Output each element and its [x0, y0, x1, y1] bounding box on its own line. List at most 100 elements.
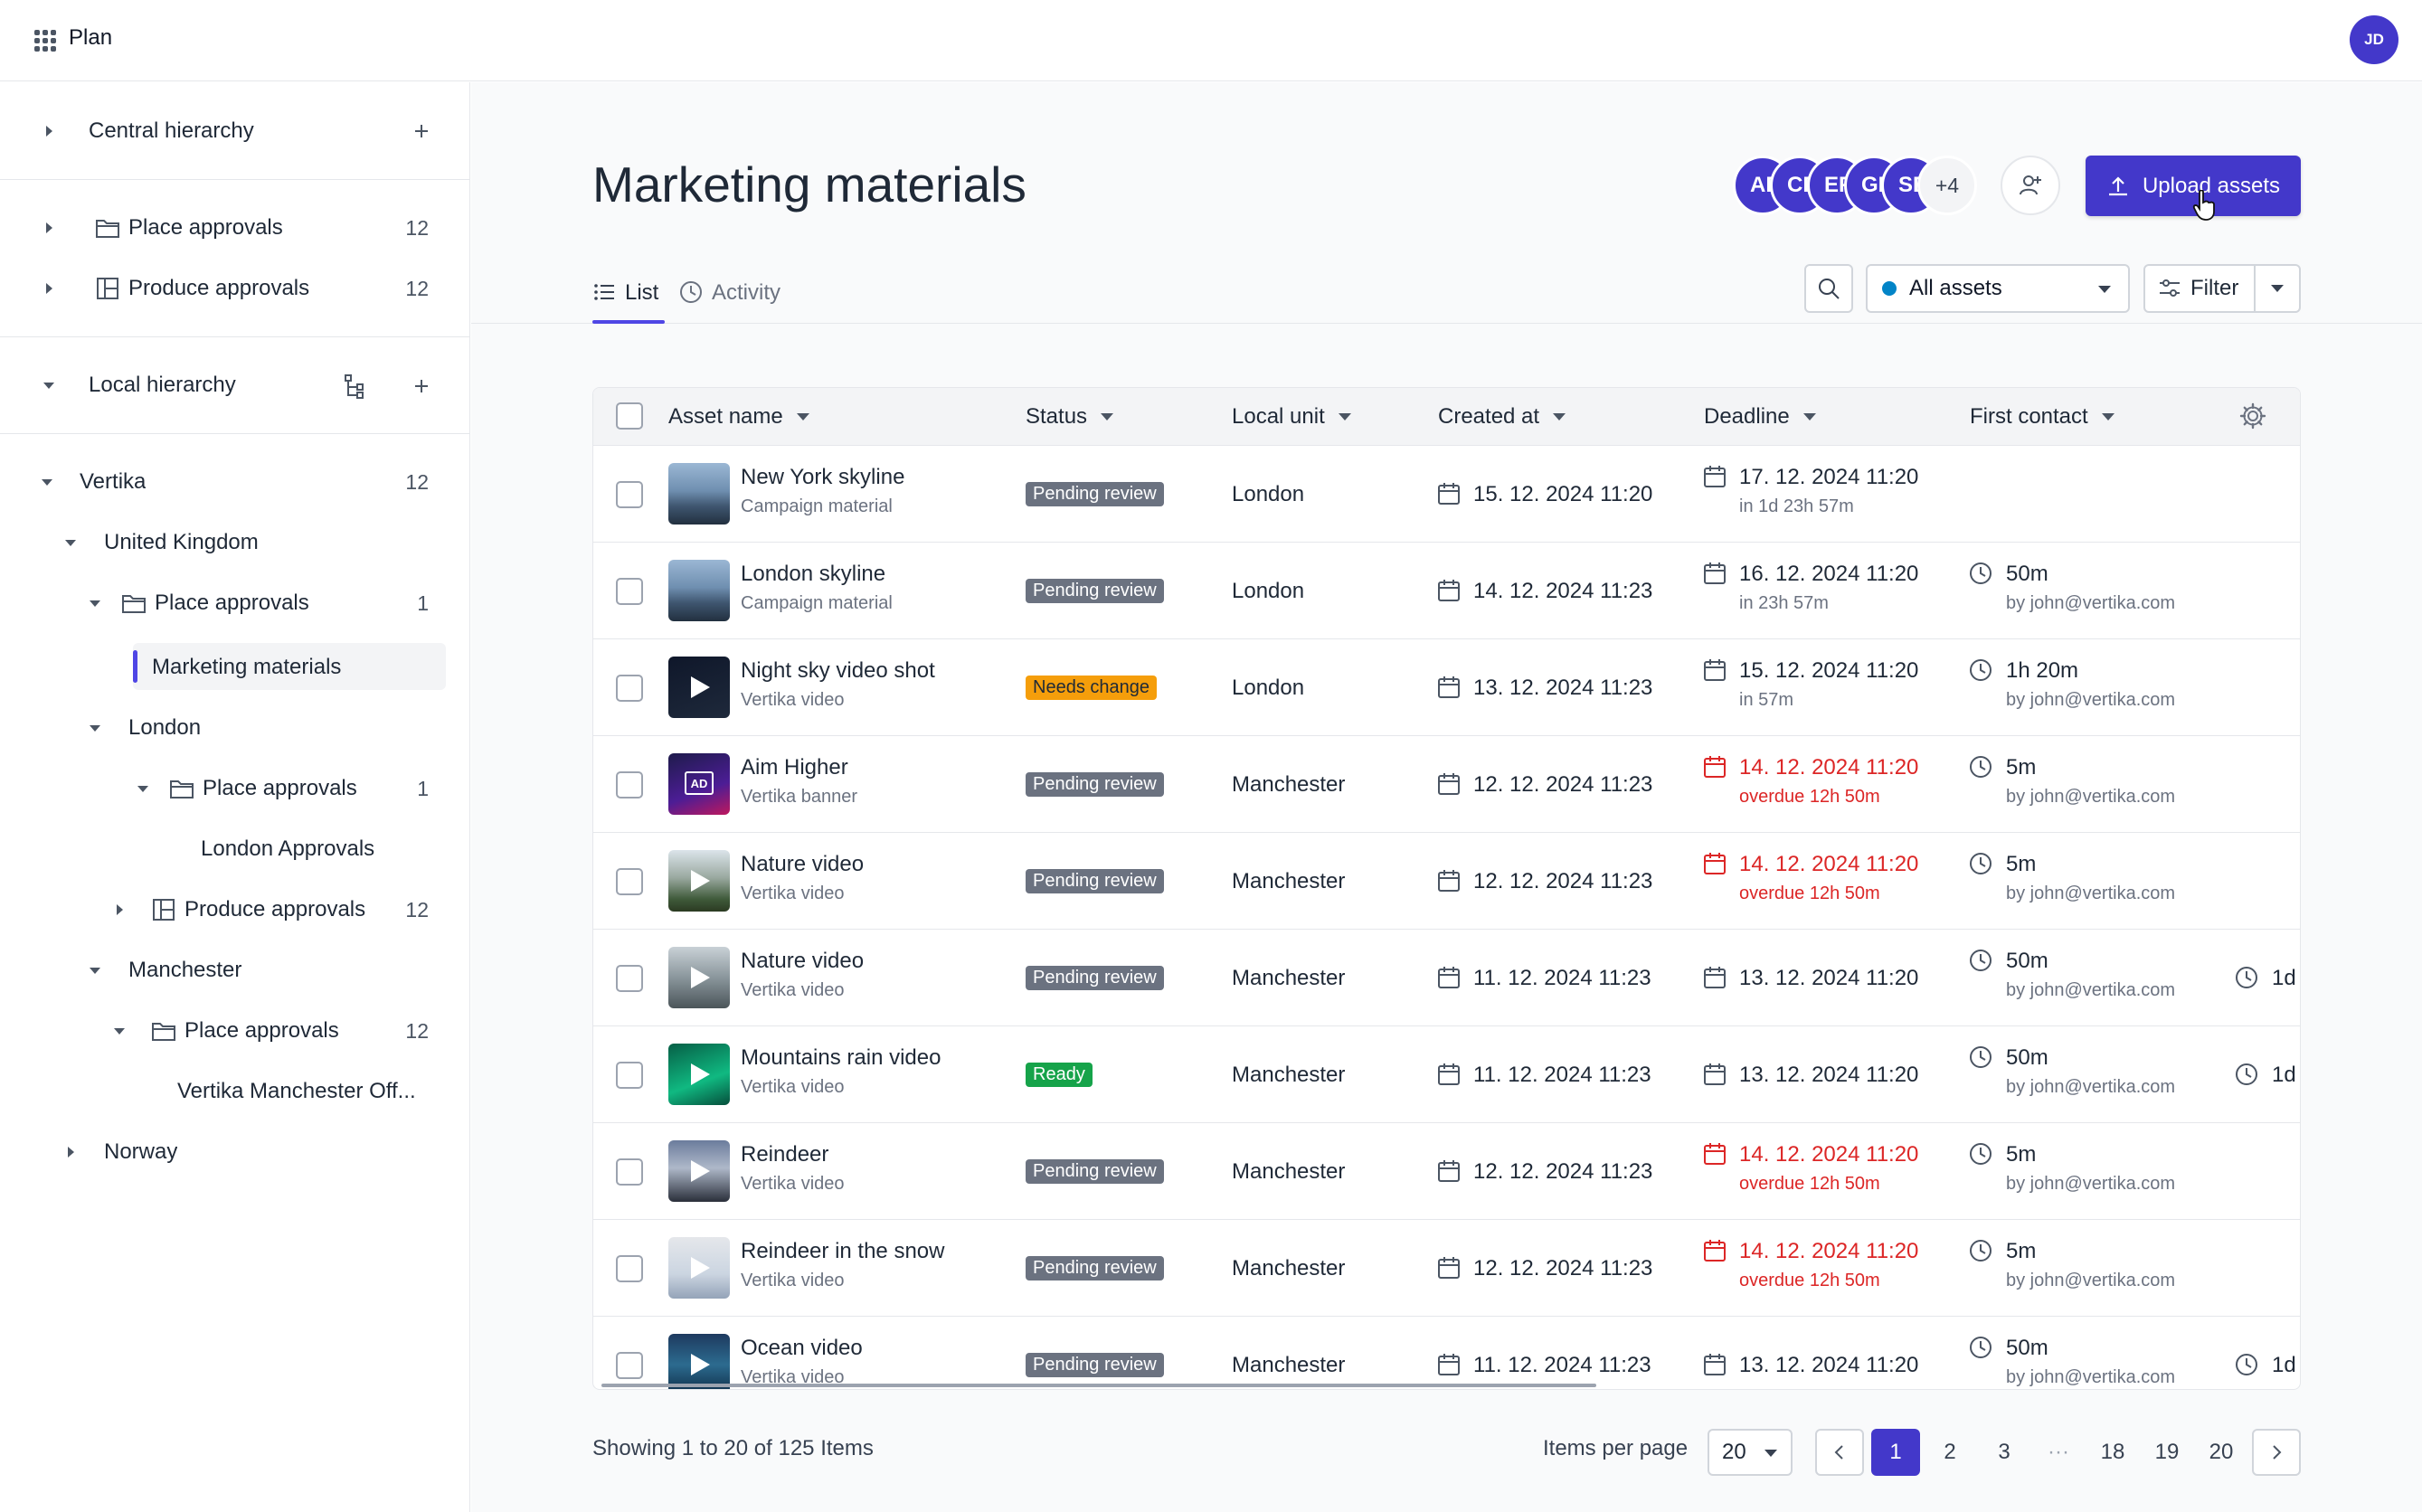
tree-item-place-approvals-uk[interactable]: Place approvals 1: [86, 578, 429, 628]
caret-down-icon[interactable]: [40, 376, 58, 394]
tree-item-london-approvals[interactable]: London Approvals: [201, 824, 429, 874]
asset-thumbnail[interactable]: [668, 463, 730, 524]
asset-name[interactable]: London skyline: [741, 562, 886, 586]
asset-thumbnail[interactable]: [668, 1237, 730, 1299]
column-header-created-at[interactable]: Created at: [1438, 388, 1566, 445]
central-hierarchy-header[interactable]: Central hierarchy: [40, 106, 429, 156]
search-button[interactable]: [1804, 264, 1853, 313]
asset-thumbnail[interactable]: [668, 1044, 730, 1105]
row-checkbox[interactable]: [616, 1352, 643, 1379]
caret-down-icon[interactable]: [86, 961, 104, 979]
caret-down-icon[interactable]: [38, 473, 56, 491]
table-row[interactable]: London skyline Campaign material Pending r…: [593, 542, 2300, 638]
items-per-page-select[interactable]: 20: [1708, 1429, 1793, 1476]
page-button[interactable]: 2: [1944, 1440, 1956, 1464]
tree-item-united-kingdom[interactable]: United Kingdom: [61, 517, 429, 568]
asset-name[interactable]: New York skyline: [741, 465, 905, 489]
more-collaborators-badge[interactable]: +4: [1917, 156, 1977, 215]
next-page-button[interactable]: [2252, 1429, 2301, 1476]
asset-thumbnail[interactable]: [668, 657, 730, 718]
row-checkbox[interactable]: [616, 965, 643, 992]
row-checkbox[interactable]: [616, 1158, 643, 1186]
page-button[interactable]: 19: [2154, 1440, 2180, 1464]
caret-right-icon[interactable]: [110, 901, 128, 919]
asset-name[interactable]: Nature video: [741, 852, 865, 876]
table-settings-icon[interactable]: [2239, 402, 2266, 430]
table-row[interactable]: Nature video Vertika video Pending review M…: [593, 929, 2300, 1025]
tree-item-place-approvals-london[interactable]: Place approvals 1: [134, 763, 429, 814]
sidebar-item-place-approvals-central[interactable]: Place approvals 12: [40, 203, 429, 253]
tree-item-london[interactable]: London: [86, 703, 429, 753]
prev-page-button[interactable]: [1815, 1429, 1864, 1476]
asset-name[interactable]: Reindeer: [741, 1142, 829, 1167]
asset-name[interactable]: Nature video: [741, 949, 865, 973]
page-button[interactable]: 1: [1871, 1429, 1920, 1476]
table-row[interactable]: AD Aim Higher Vertika banner Pending review…: [593, 735, 2300, 832]
hierarchy-tree-icon[interactable]: [341, 373, 368, 400]
asset-name[interactable]: Night sky video shot: [741, 658, 935, 683]
table-row[interactable]: Reindeer Vertika video Pending review Manch…: [593, 1122, 2300, 1219]
asset-thumbnail[interactable]: [668, 947, 730, 1008]
caret-down-icon[interactable]: [134, 780, 152, 798]
table-row[interactable]: Night sky video shot Vertika video Needs c…: [593, 638, 2300, 735]
row-checkbox[interactable]: [616, 1062, 643, 1089]
asset-name[interactable]: Reindeer in the snow: [741, 1239, 945, 1263]
caret-right-icon[interactable]: [61, 1143, 80, 1161]
tree-item-norway[interactable]: Norway: [61, 1127, 429, 1177]
add-local-icon[interactable]: [408, 373, 435, 400]
row-checkbox[interactable]: [616, 481, 643, 508]
tree-item-manchester[interactable]: Manchester: [86, 945, 429, 996]
filter-button[interactable]: Filter: [2145, 266, 2256, 311]
caret-right-icon[interactable]: [40, 122, 58, 140]
tab-list[interactable]: List: [592, 262, 658, 326]
table-row[interactable]: Ocean video Vertika video Pending review Ma…: [593, 1316, 2300, 1389]
horizontal-scrollbar[interactable]: [601, 1384, 1596, 1387]
caret-down-icon[interactable]: [86, 594, 104, 612]
tree-item-marketing-materials[interactable]: Marketing materials: [152, 642, 429, 693]
asset-thumbnail[interactable]: [668, 850, 730, 912]
row-checkbox[interactable]: [616, 675, 643, 702]
asset-thumbnail[interactable]: [668, 560, 730, 621]
column-header-status[interactable]: Status: [1026, 388, 1114, 445]
table-row[interactable]: Reindeer in the snow Vertika video Pending…: [593, 1219, 2300, 1316]
sidebar-item-produce-approvals-central[interactable]: Produce approvals 12: [40, 263, 429, 314]
row-checkbox[interactable]: [616, 578, 643, 605]
asset-name[interactable]: Ocean video: [741, 1336, 863, 1360]
all-assets-select[interactable]: All assets: [1866, 264, 2130, 313]
caret-down-icon[interactable]: [110, 1022, 128, 1040]
column-header-first-contact[interactable]: First contact: [1970, 388, 2115, 445]
page-button[interactable]: 18: [2100, 1440, 2125, 1464]
column-header-asset-name[interactable]: Asset name: [668, 388, 810, 445]
table-row[interactable]: New York skyline Campaign material Pending…: [593, 445, 2300, 542]
tree-item-produce-approvals-london[interactable]: Produce approvals 12: [110, 884, 429, 935]
asset-name[interactable]: Mountains rain video: [741, 1045, 941, 1070]
asset-name[interactable]: Aim Higher: [741, 755, 848, 780]
user-avatar[interactable]: JD: [2350, 15, 2398, 64]
row-checkbox[interactable]: [616, 1255, 643, 1282]
add-user-button[interactable]: [2001, 156, 2060, 215]
row-checkbox[interactable]: [616, 771, 643, 799]
asset-thumbnail[interactable]: [668, 1140, 730, 1202]
asset-thumbnail[interactable]: [668, 1334, 730, 1389]
local-hierarchy-header[interactable]: Local hierarchy: [40, 360, 429, 411]
page-button[interactable]: 20: [2209, 1440, 2234, 1464]
tree-item-vertika[interactable]: Vertika 12: [38, 457, 429, 507]
column-header-local-unit[interactable]: Local unit: [1232, 388, 1352, 445]
table-row[interactable]: Nature video Vertika video Pending review M…: [593, 832, 2300, 929]
tree-item-place-approvals-manchester[interactable]: Place approvals 12: [110, 1006, 429, 1056]
caret-down-icon[interactable]: [86, 719, 104, 737]
add-central-icon[interactable]: [408, 118, 435, 145]
page-button[interactable]: 3: [1998, 1440, 2010, 1464]
tab-activity[interactable]: Activity: [679, 262, 781, 326]
caret-right-icon[interactable]: [40, 279, 58, 298]
select-all-checkbox[interactable]: [616, 402, 643, 430]
apps-grid-icon[interactable]: [34, 30, 56, 52]
caret-down-icon[interactable]: [61, 534, 80, 552]
tree-item-vertika-manchester-office[interactable]: Vertika Manchester Off...: [177, 1066, 429, 1117]
caret-right-icon[interactable]: [40, 219, 58, 237]
table-row[interactable]: Mountains rain video Vertika video Ready Ma…: [593, 1025, 2300, 1122]
asset-thumbnail[interactable]: AD: [668, 753, 730, 815]
filter-dropdown-button[interactable]: [2256, 283, 2299, 294]
row-checkbox[interactable]: [616, 868, 643, 895]
column-header-deadline[interactable]: Deadline: [1704, 388, 1817, 445]
